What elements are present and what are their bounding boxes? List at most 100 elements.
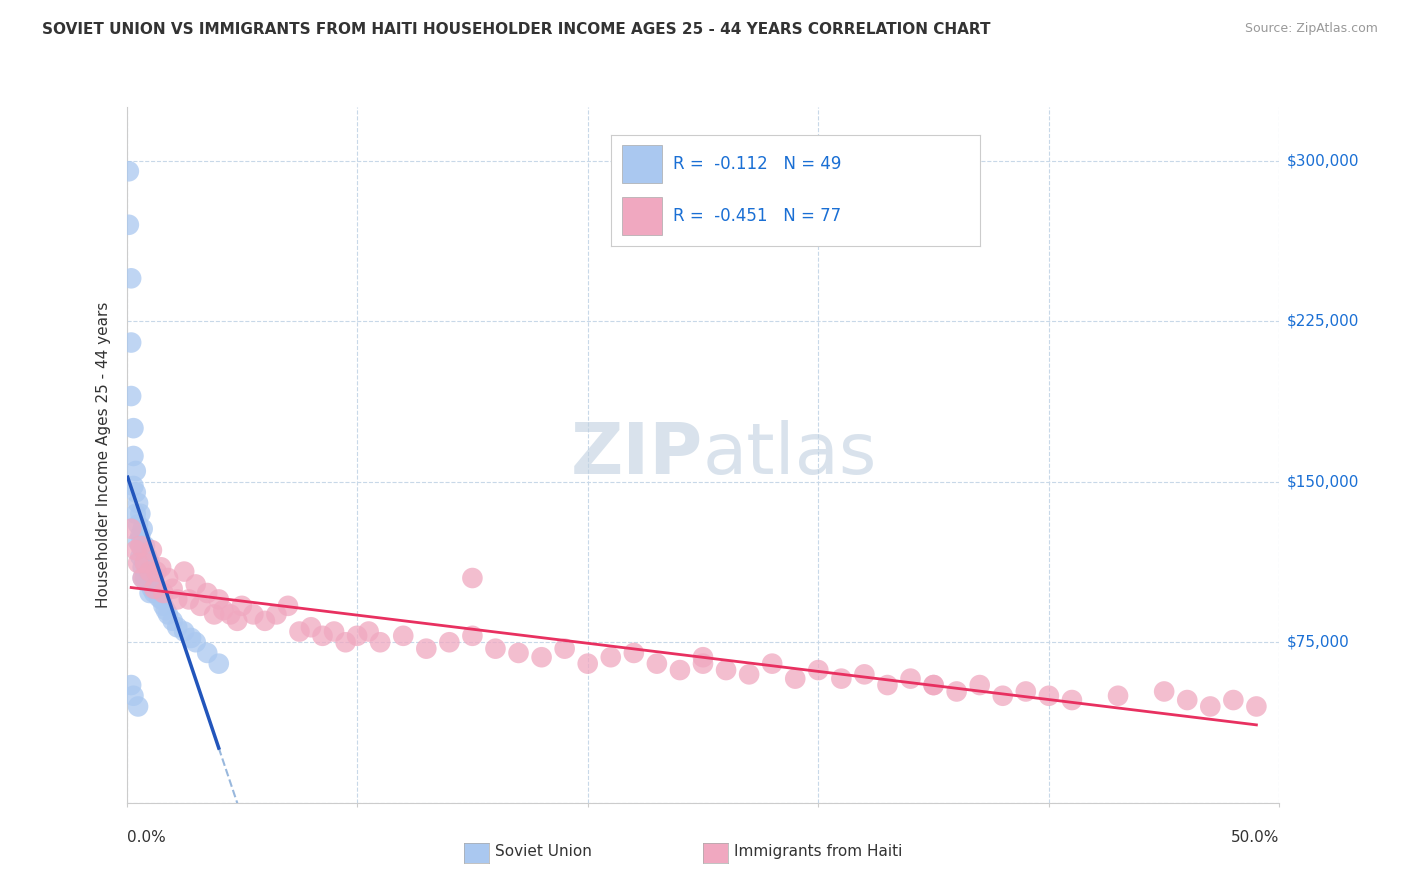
Point [508, 646, 530, 660]
Point [335, 635, 357, 649]
Point [180, 631, 202, 645]
Text: $150,000: $150,000 [1286, 475, 1358, 489]
Point [162, 614, 184, 628]
Point [138, 556, 160, 570]
Point [1222, 693, 1244, 707]
Point [155, 603, 177, 617]
Point [645, 657, 668, 671]
Point [129, 549, 152, 564]
Point [484, 641, 506, 656]
Point [900, 672, 922, 686]
FancyBboxPatch shape [621, 145, 662, 183]
Point [1175, 693, 1198, 707]
Point [969, 678, 991, 692]
Point [122, 479, 145, 493]
Point [127, 534, 149, 549]
Point [122, 449, 145, 463]
Point [127, 556, 149, 570]
Point [266, 607, 288, 622]
Point [226, 614, 249, 628]
Point [125, 507, 148, 521]
Point [145, 582, 167, 596]
Point [118, 164, 141, 178]
Point [134, 539, 156, 553]
Point [208, 657, 231, 671]
Point [122, 689, 145, 703]
Point [219, 607, 242, 622]
Point [1015, 684, 1038, 698]
Point [461, 571, 484, 585]
Point [922, 678, 945, 692]
Point [195, 646, 218, 660]
Point [150, 592, 173, 607]
Point [1153, 684, 1175, 698]
Point [202, 607, 225, 622]
Point [392, 629, 415, 643]
Point [692, 650, 714, 665]
Point [141, 565, 163, 579]
Point [461, 629, 484, 643]
Point [357, 624, 380, 639]
Point [1060, 693, 1083, 707]
Point [166, 620, 188, 634]
Point [136, 549, 159, 564]
Point [599, 650, 621, 665]
Point [141, 582, 163, 596]
Point [212, 603, 235, 617]
Point [1107, 689, 1129, 703]
Point [439, 635, 461, 649]
Point [692, 657, 714, 671]
Point [129, 528, 152, 542]
Point [311, 629, 333, 643]
Point [415, 641, 437, 656]
Point [152, 599, 174, 613]
Point [346, 629, 368, 643]
Point [288, 624, 311, 639]
Point [127, 496, 149, 510]
Point [120, 271, 142, 285]
Text: R =  -0.112   N = 49: R = -0.112 N = 49 [673, 155, 842, 173]
Text: $225,000: $225,000 [1286, 314, 1358, 328]
Point [120, 389, 142, 403]
Point [143, 582, 166, 596]
Point [323, 624, 346, 639]
Point [125, 464, 148, 478]
Point [853, 667, 876, 681]
Point [129, 539, 152, 553]
Point [120, 522, 142, 536]
Point [368, 635, 391, 649]
Text: 50.0%: 50.0% [1232, 830, 1279, 845]
Point [208, 592, 231, 607]
Point [127, 699, 149, 714]
Point [131, 571, 153, 585]
Point [150, 560, 173, 574]
Point [120, 335, 142, 350]
Point [131, 543, 153, 558]
Point [145, 565, 167, 579]
Point [162, 582, 184, 596]
Point [129, 507, 152, 521]
Point [991, 689, 1014, 703]
Point [761, 657, 783, 671]
Text: R =  -0.451   N = 77: R = -0.451 N = 77 [673, 207, 842, 225]
Point [177, 592, 200, 607]
Point [134, 556, 156, 570]
Point [277, 599, 299, 613]
Text: $75,000: $75,000 [1286, 635, 1350, 649]
Point [173, 565, 195, 579]
Text: Immigrants from Haiti: Immigrants from Haiti [734, 845, 903, 859]
Point [184, 577, 207, 591]
Point [138, 571, 160, 585]
Text: $300,000: $300,000 [1286, 153, 1360, 168]
FancyBboxPatch shape [621, 197, 662, 235]
Point [131, 560, 153, 574]
Point [141, 543, 163, 558]
Point [623, 646, 645, 660]
Point [118, 218, 141, 232]
Point [134, 556, 156, 570]
Point [576, 657, 599, 671]
Text: Soviet Union: Soviet Union [495, 845, 592, 859]
Point [231, 599, 253, 613]
Point [714, 663, 737, 677]
Point [830, 672, 852, 686]
